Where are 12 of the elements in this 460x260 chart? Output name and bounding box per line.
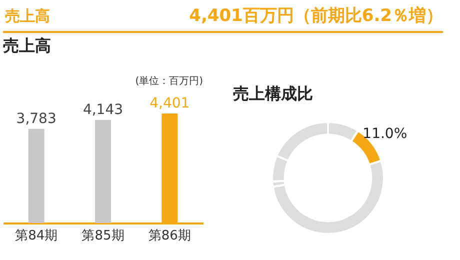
data-label: 4,143 <box>82 102 124 118</box>
chart-title: 売上構成比 <box>233 84 313 103</box>
data-label: 3,783 <box>16 110 56 127</box>
text: 4,401百万円（前期比6.2％増） <box>189 5 443 26</box>
x-tick-label: 第85期 <box>82 228 124 244</box>
x-tick-label: 第84期 <box>15 228 58 244</box>
data-label: 4,401 <box>150 95 190 112</box>
x-tick-label: 第86期 <box>148 228 191 244</box>
data-label: 11.0% <box>362 126 408 142</box>
text: 売上高 <box>5 7 50 25</box>
chart-title: 売上高 <box>3 36 51 55</box>
text: (単位：百万円) <box>135 75 204 87</box>
